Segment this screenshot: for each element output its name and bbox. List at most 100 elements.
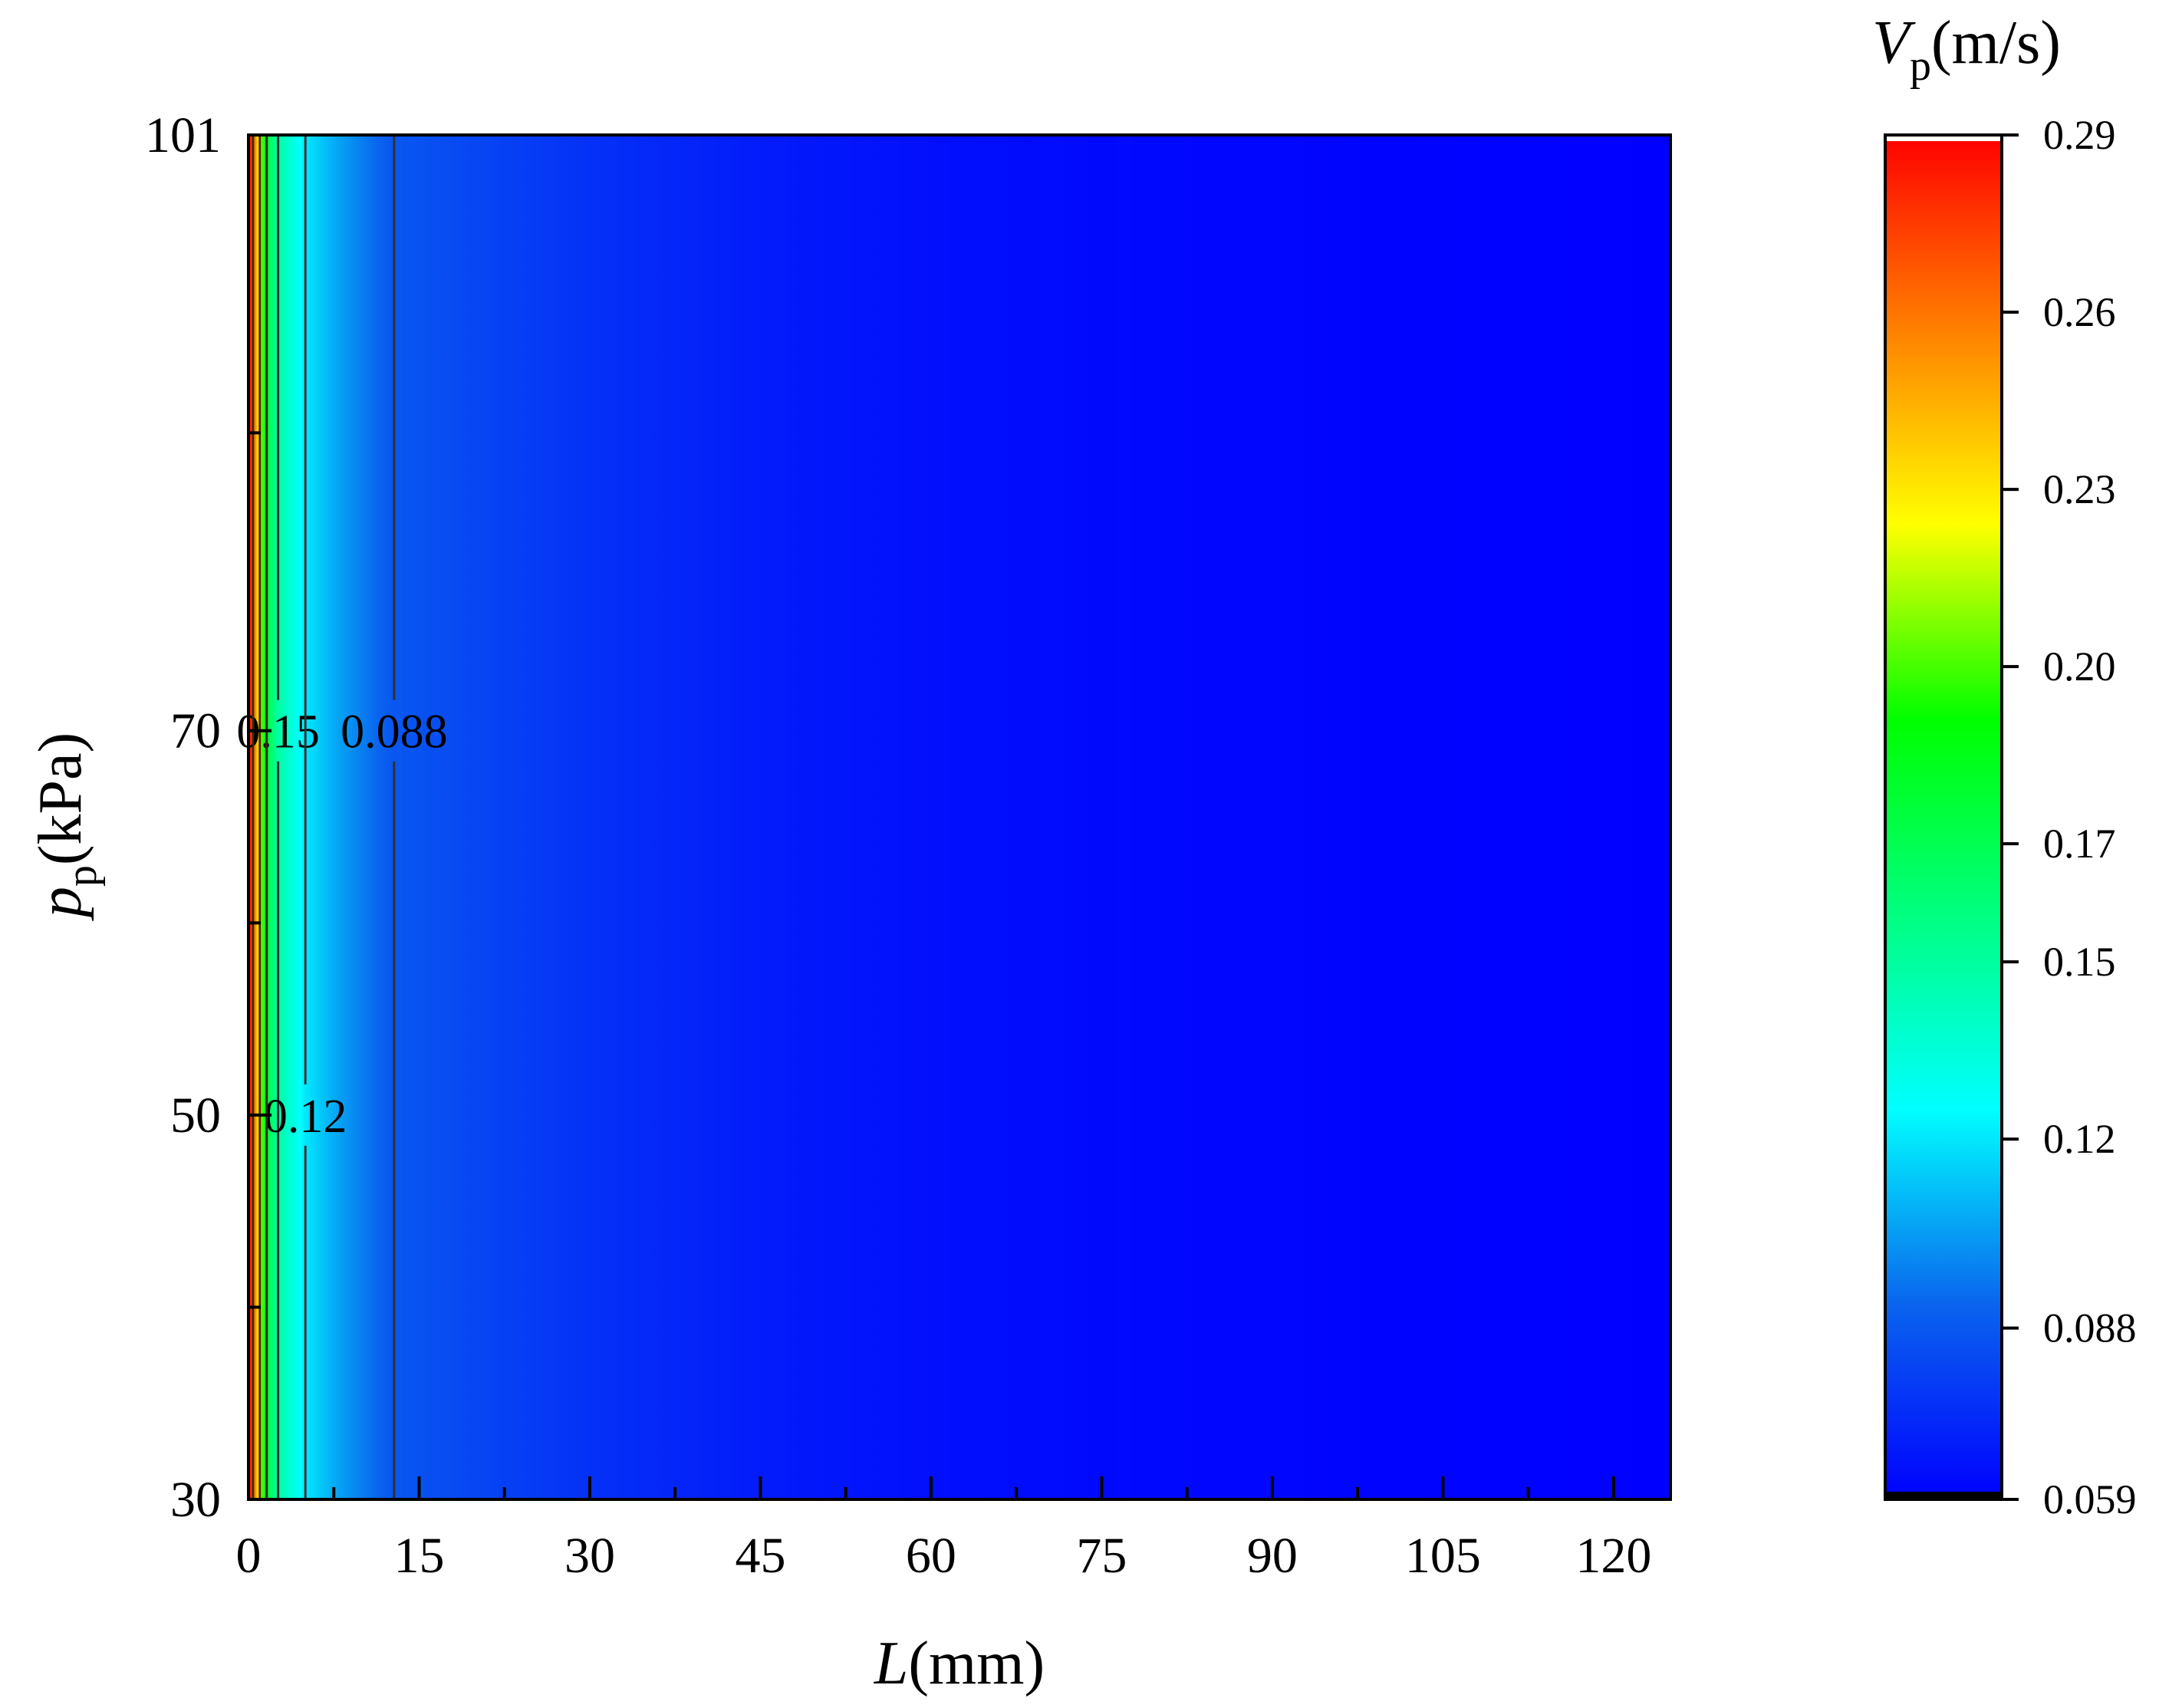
heatmap-cell	[272, 135, 276, 1499]
colorbar-title-unit: (m/s)	[1931, 9, 2061, 77]
colorbar-tick-label: 0.088	[2043, 1305, 2137, 1351]
colorbar-tick-label: 0.17	[2043, 821, 2116, 867]
colorbar-tick-label: 0.23	[2043, 466, 2116, 512]
heatmap-cell	[285, 135, 289, 1499]
heatmap-cell	[309, 135, 313, 1499]
x-tick-label: 15	[393, 1528, 444, 1584]
heatmap-cell	[256, 135, 260, 1499]
heatmap-cell	[357, 135, 360, 1499]
heatmap-cell	[325, 135, 329, 1499]
y-tick-label: 70	[170, 703, 221, 759]
plot-frame	[247, 133, 1672, 1501]
x-tick-label: 90	[1247, 1528, 1298, 1584]
x-tick-label: 30	[564, 1528, 615, 1584]
heatmap-cell	[291, 135, 295, 1499]
colorbar-title-var: V	[1872, 9, 1916, 77]
heatmap-cell	[275, 135, 278, 1499]
x-axis-label-unit: (mm)	[908, 1630, 1045, 1697]
contour-label: 0.088	[341, 706, 448, 759]
heatmap-cell	[336, 135, 340, 1499]
heatmap-cell	[344, 135, 347, 1499]
y-axis-label-var: p	[27, 887, 94, 921]
heatmap-cell	[253, 135, 257, 1499]
colorbar-over-band	[1887, 137, 2000, 141]
heatmap-cell	[327, 135, 331, 1499]
x-axis-label: L(mm)	[874, 1630, 1045, 1697]
x-tick-label: 120	[1575, 1528, 1651, 1584]
contour-label: 0.12	[264, 1091, 347, 1143]
colorbar-tick-label: 0.20	[2043, 643, 2116, 689]
colorbar-tick-label: 0.059	[2043, 1476, 2137, 1522]
x-tick-label: 75	[1076, 1528, 1127, 1584]
heatmap-cell	[405, 135, 409, 1499]
heatmap-cell	[262, 135, 265, 1499]
heatmap-cell	[280, 135, 284, 1499]
heatmap-cell	[362, 135, 366, 1499]
x-tick-label: 60	[906, 1528, 956, 1584]
heatmap-cell	[397, 135, 400, 1499]
heatmap-cell	[351, 135, 356, 1499]
heatmap-cell	[373, 135, 377, 1499]
heatmap-cell	[400, 135, 403, 1499]
colorbar-fill	[1885, 135, 2002, 1499]
y-tick-label: 30	[170, 1472, 221, 1528]
x-tick-label: 105	[1405, 1528, 1481, 1584]
heatmap-cell	[360, 135, 364, 1499]
heatmap-cell	[322, 135, 326, 1499]
heatmap-cell	[301, 135, 305, 1499]
heatmap-cell	[298, 135, 302, 1499]
colorbar-tick-label: 0.29	[2043, 112, 2116, 158]
heatmap-cell	[394, 135, 398, 1499]
heatmap-cell	[317, 135, 321, 1499]
heatmap-cell	[378, 135, 382, 1499]
colorbar-tick-label: 0.15	[2043, 939, 2116, 985]
heatmap-cell	[320, 135, 324, 1499]
plot-area	[248, 135, 1670, 1499]
heatmap-cell	[389, 135, 393, 1499]
heatmap-cell	[267, 135, 271, 1499]
heatmap-cell	[331, 135, 334, 1499]
heatmap-cell	[402, 135, 406, 1499]
heatmap-cell	[307, 135, 311, 1499]
colorbar: 0.29 0.26 0.23 0.20 0.17 0.15 0.12 0.088 0.059 Vp…	[1872, 9, 2136, 1522]
y-tick-label: 50	[170, 1088, 221, 1144]
x-axis-label-var: L	[874, 1630, 909, 1697]
heatmap-cell	[349, 135, 353, 1499]
heatmap-cell	[333, 135, 337, 1499]
heatmap-cell	[381, 135, 385, 1499]
heatmap-cell	[278, 135, 281, 1499]
heatmap-cell	[367, 135, 371, 1499]
heatmap-cell	[296, 135, 300, 1499]
heatmap-cell	[248, 135, 252, 1499]
heatmap-cell	[386, 135, 390, 1499]
heatmap-cell	[338, 135, 342, 1499]
heatmap-cell	[365, 135, 369, 1499]
colorbar-tick-label: 0.12	[2043, 1116, 2116, 1162]
heatmap-cell	[376, 135, 380, 1499]
heatmap-cell	[288, 135, 291, 1499]
heatmap-cell	[269, 135, 273, 1499]
colorbar-title-sub: p	[1910, 42, 1931, 90]
y-tick-label: 101	[145, 107, 221, 163]
colorbar-tick-label: 0.26	[2043, 289, 2116, 335]
contour-lines: 0.150.120.088	[236, 135, 448, 1499]
heatmap-field	[248, 135, 1670, 1499]
colorbar-under-band	[1885, 1492, 2002, 1499]
heatmap-cell	[370, 135, 374, 1499]
heatmap-cell	[314, 135, 318, 1499]
heatmap-cell	[312, 135, 316, 1499]
heatmap-cell	[293, 135, 297, 1499]
x-tick-label: 0	[236, 1528, 262, 1584]
heatmap-cell	[282, 135, 287, 1499]
heatmap-cell	[383, 135, 387, 1499]
colorbar-title: Vp(m/s)	[1872, 9, 2061, 90]
y-axis-label-sub: p	[58, 865, 106, 887]
y-axis-label: pp(kPa)	[27, 732, 106, 921]
y-axis-label-unit: (kPa)	[27, 732, 94, 865]
heatmap-cell	[347, 135, 351, 1499]
heatmap-cell	[341, 135, 345, 1499]
heatmap-cell	[354, 135, 358, 1499]
